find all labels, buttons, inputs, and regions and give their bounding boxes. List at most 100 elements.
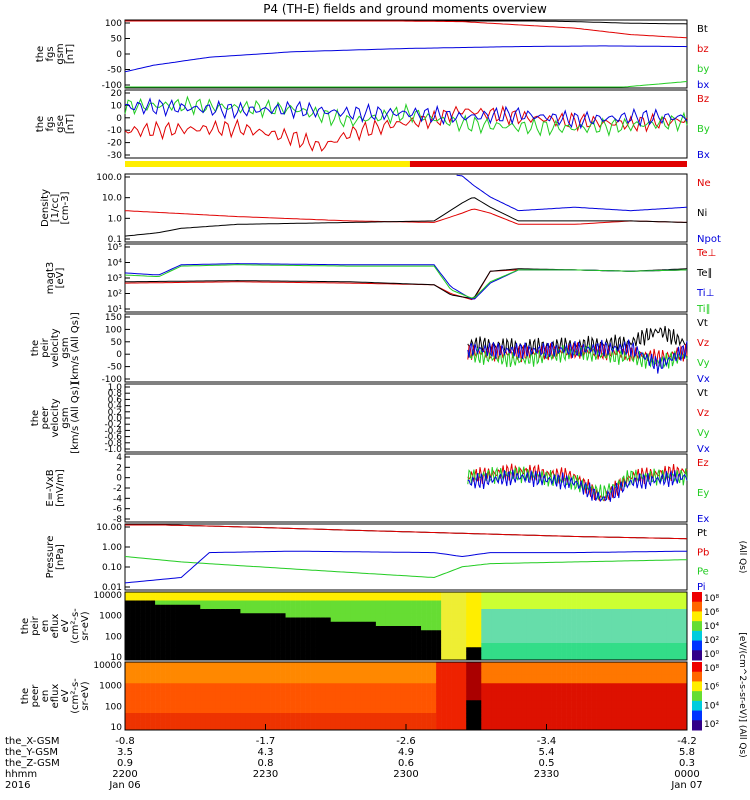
spectrogram-cell xyxy=(200,687,206,693)
spectrogram-cell xyxy=(330,600,337,606)
spectrogram-cell xyxy=(526,613,532,618)
spectrogram-cell xyxy=(581,717,587,722)
spectrogram-cell xyxy=(330,696,337,701)
spectrogram-cell xyxy=(135,613,141,618)
spectrogram-cell xyxy=(621,643,628,648)
spectrogram-cell xyxy=(125,630,131,635)
spectrogram-cell xyxy=(566,687,572,693)
spectrogram-cell xyxy=(360,683,367,688)
spectrogram-cell xyxy=(561,717,567,722)
spectrogram-cell xyxy=(295,613,301,618)
spectrogram-cell xyxy=(441,647,447,652)
spectrogram-cell xyxy=(205,617,211,623)
spectrogram-cell xyxy=(165,626,171,631)
spectrogram-cell xyxy=(571,713,577,718)
spectrogram-cell xyxy=(150,600,156,606)
spectrogram-cell xyxy=(481,670,487,676)
spectrogram-cell xyxy=(446,609,452,614)
spectrogram-cell xyxy=(400,708,407,714)
spectrogram-cell xyxy=(676,600,683,606)
spectrogram-cell xyxy=(125,708,131,714)
spectrogram-cell xyxy=(571,630,577,635)
spectrogram-cell xyxy=(355,596,362,601)
spectrogram-cell xyxy=(406,725,412,731)
spectrogram-cell xyxy=(556,621,562,627)
spectrogram-cell xyxy=(140,704,146,710)
spectrogram-cell xyxy=(345,617,352,623)
spectrogram-cell xyxy=(255,670,261,676)
spectrogram-cell xyxy=(481,604,487,610)
spectrogram-cell xyxy=(541,600,547,606)
spectrogram-cell xyxy=(431,691,437,697)
spectrogram-cell xyxy=(571,592,577,597)
spectrogram-cell xyxy=(646,704,653,710)
spectrogram-cell xyxy=(330,700,337,705)
y-tick-label: 0.2 xyxy=(108,408,122,418)
spectrogram-cell xyxy=(591,687,597,693)
spectrogram-cell xyxy=(521,655,527,661)
spectrogram-cell xyxy=(305,713,311,718)
spectrogram-cell xyxy=(135,725,141,731)
spectrogram-cell xyxy=(235,700,241,705)
spectrogram-cell xyxy=(601,630,608,635)
spectrogram-cell xyxy=(531,604,537,610)
spectrogram-cell xyxy=(265,721,271,727)
spectrogram-cell xyxy=(616,626,623,631)
colorbar-segment xyxy=(692,601,702,612)
spectrogram-cell xyxy=(165,655,171,661)
spectrogram-cell xyxy=(626,713,633,718)
spectrogram-cell xyxy=(365,687,372,693)
spectrogram-cell xyxy=(641,687,648,693)
spectrogram-cell xyxy=(451,679,457,684)
spectrogram-cell xyxy=(365,647,372,652)
spectrogram-cell xyxy=(571,651,577,657)
spectrogram-cell xyxy=(561,600,567,606)
spectrogram-cell xyxy=(255,725,261,731)
spectrogram-cell xyxy=(295,674,301,680)
y-axis-label: (cm²-s- xyxy=(70,608,81,644)
spectrogram-cell xyxy=(446,679,452,684)
spectrogram-cell xyxy=(626,666,633,671)
y-tick-label: 1.00 xyxy=(102,543,122,553)
spectrogram-cell xyxy=(185,717,191,722)
spectrogram-cell xyxy=(536,687,542,693)
y-axis-label: gsm xyxy=(60,337,71,358)
spectrogram-cell xyxy=(335,613,342,618)
spectrogram-cell xyxy=(140,613,146,618)
spectrogram-cell xyxy=(320,725,327,731)
spectrogram-cell xyxy=(150,621,156,627)
spectrogram-cell xyxy=(601,725,608,731)
spectrogram-cell xyxy=(476,725,482,731)
spectrogram-cell xyxy=(636,634,643,640)
spectrogram-cell xyxy=(200,613,206,618)
spectrogram-cell xyxy=(240,670,246,676)
spectrogram-cell xyxy=(641,634,648,640)
spectrogram-cell xyxy=(130,617,136,623)
spectrogram-cell xyxy=(205,691,211,697)
spectrogram-cell xyxy=(135,596,141,601)
spectrogram-cell xyxy=(260,683,266,688)
spectrogram-cell xyxy=(606,666,613,671)
spectrogram-cell xyxy=(140,687,146,693)
spectrogram-cell xyxy=(270,666,276,671)
spectrogram-cell xyxy=(235,655,241,661)
spectrogram-cell xyxy=(295,621,301,627)
spectrogram-cell xyxy=(411,655,417,661)
y-tick-label: 2 xyxy=(116,463,122,473)
spectrogram-cell xyxy=(476,670,482,676)
spectrogram-cell xyxy=(541,613,547,618)
spectrogram-cell xyxy=(451,700,457,705)
spectrogram-cell xyxy=(596,626,602,631)
spectrogram-cell xyxy=(345,704,352,710)
spectrogram-cell xyxy=(165,596,171,601)
spectrogram-cell xyxy=(300,708,306,714)
spectrogram-cell xyxy=(290,679,296,684)
spectrogram-cell xyxy=(611,725,618,731)
spectrogram-cell xyxy=(671,596,678,601)
spectrogram-cell xyxy=(546,666,552,671)
spectrogram-cell xyxy=(486,655,492,661)
spectrogram-cell xyxy=(676,679,683,684)
spectrogram-cell xyxy=(656,604,663,610)
spectrogram-cell xyxy=(646,725,653,731)
spectrogram-cell xyxy=(340,704,347,710)
